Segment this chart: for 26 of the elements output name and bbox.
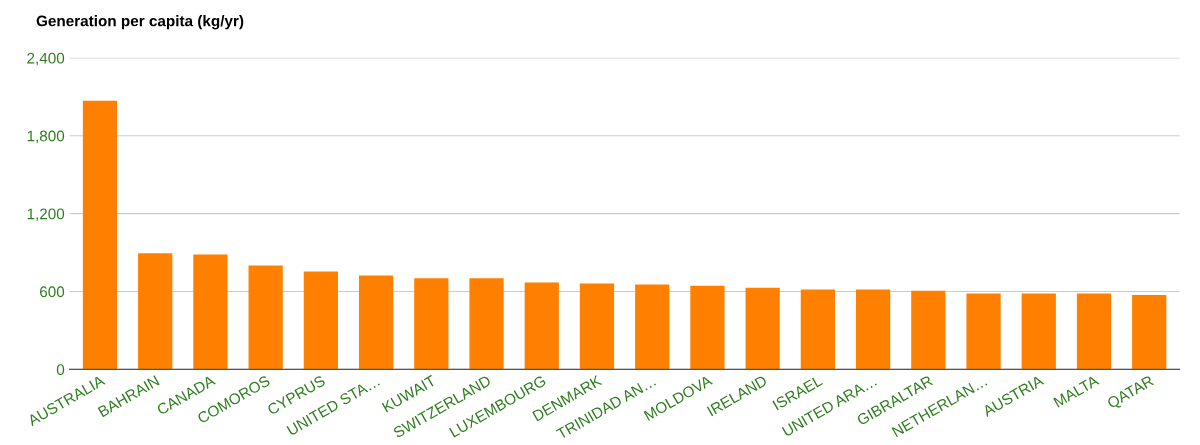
chart-title: Generation per capita (kg/yr) — [36, 15, 244, 30]
bar — [1132, 294, 1167, 370]
y-tick-label: 600 — [40, 286, 65, 298]
bar — [745, 287, 780, 370]
y-tick-label: 0 — [56, 364, 65, 376]
bar — [690, 285, 725, 370]
bar — [82, 100, 118, 370]
bar — [1021, 293, 1056, 370]
bar — [966, 293, 1001, 370]
bar — [414, 278, 449, 370]
bar — [524, 282, 559, 370]
bar — [855, 289, 891, 370]
bar — [800, 289, 835, 370]
bar — [248, 265, 283, 370]
bar — [579, 283, 615, 370]
bar — [1076, 293, 1112, 370]
bar — [138, 253, 173, 370]
bar — [911, 290, 946, 370]
bar — [469, 278, 504, 370]
y-tick-label: 1,800 — [27, 130, 65, 144]
y-tick-label: 2,400 — [27, 52, 65, 66]
bar — [303, 271, 338, 370]
bar — [635, 284, 670, 370]
bar — [358, 275, 394, 370]
bar — [193, 254, 228, 370]
y-tick-label: 1,200 — [27, 208, 65, 222]
